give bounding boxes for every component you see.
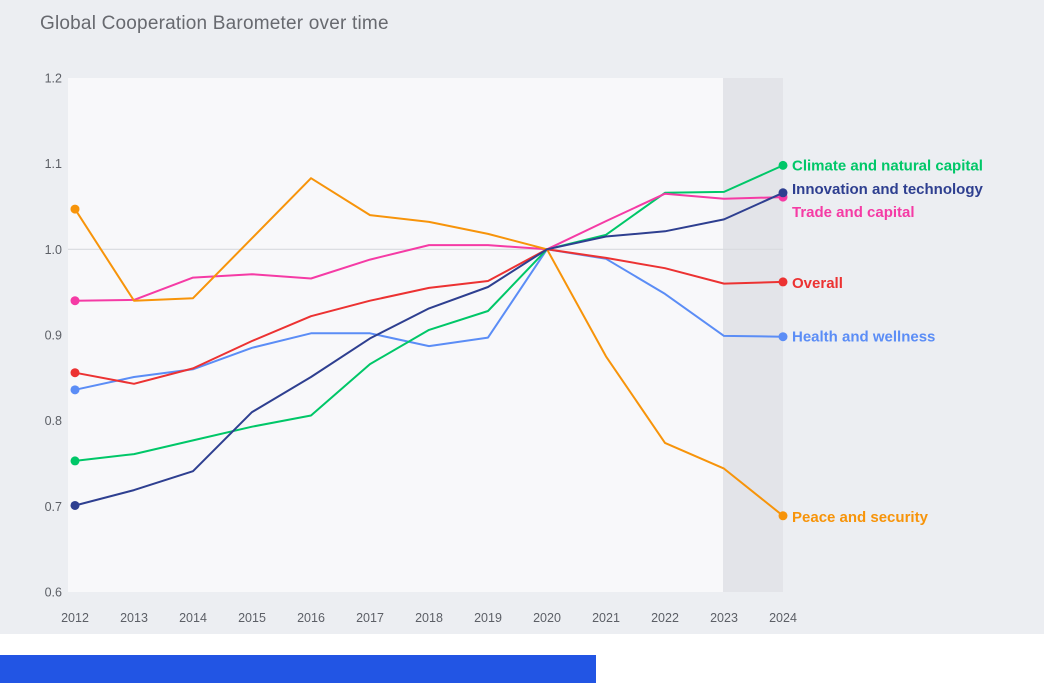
series-label-climate: Climate and natural capital (792, 157, 983, 174)
x-tick-label: 2017 (356, 611, 384, 625)
x-tick-label: 2012 (61, 611, 89, 625)
series-label-innovation: Innovation and technology (792, 181, 983, 198)
series-end-dot-peace[interactable] (778, 511, 788, 521)
forecast-band (723, 78, 783, 592)
y-tick-label: 1.1 (45, 157, 62, 171)
y-tick-label: 0.6 (45, 586, 62, 600)
series-start-dot-innovation[interactable] (70, 500, 80, 510)
y-tick-label: 1.0 (45, 243, 62, 257)
series-start-dot-climate[interactable] (70, 456, 80, 466)
x-tick-label: 2013 (120, 611, 148, 625)
chart-title: Global Cooperation Barometer over time (40, 13, 389, 34)
x-tick-label: 2014 (179, 611, 207, 625)
chart-canvas: Global Cooperation Barometer over time 1… (0, 0, 1044, 634)
series-label-trade: Trade and capital (792, 204, 915, 221)
series-line-overall[interactable] (74, 248, 784, 385)
series-line-innovation[interactable] (74, 191, 784, 507)
series-line-trade[interactable] (74, 192, 784, 302)
series-line-peace[interactable] (74, 177, 784, 517)
series-label-overall: Overall (792, 275, 843, 292)
series-label-peace: Peace and security (792, 509, 929, 526)
y-tick-label: 0.8 (45, 414, 62, 428)
x-tick-label: 2015 (238, 611, 266, 625)
series-label-health: Health and wellness (792, 329, 935, 346)
x-tick-label: 2023 (710, 611, 738, 625)
x-tick-label: 2020 (533, 611, 561, 625)
line-chart: 1.2 1.1 1.0 0.9 0.8 0.7 0.6 2012 2013 2014 2015 201… (45, 72, 984, 626)
series-end-dot-health[interactable] (778, 332, 788, 342)
x-tick-label: 2024 (769, 611, 797, 625)
x-tick-label: 2021 (592, 611, 620, 625)
series-start-dot-health[interactable] (70, 385, 80, 395)
plot-area (68, 78, 783, 592)
series-start-dot-peace[interactable] (70, 204, 80, 214)
series-end-dot-climate[interactable] (778, 160, 788, 170)
y-tick-label: 0.7 (45, 500, 62, 514)
series-start-dot-trade[interactable] (70, 296, 80, 306)
x-tick-label: 2018 (415, 611, 443, 625)
series-end-dot-overall[interactable] (778, 277, 788, 287)
series-start-dot-overall[interactable] (70, 368, 80, 378)
x-tick-label: 2016 (297, 611, 325, 625)
footer-accent-bar (0, 655, 596, 683)
y-tick-label: 0.9 (45, 329, 62, 343)
x-tick-label: 2019 (474, 611, 502, 625)
y-tick-label: 1.2 (45, 72, 62, 86)
x-tick-label: 2022 (651, 611, 679, 625)
series-end-dot-innovation[interactable] (778, 188, 788, 198)
